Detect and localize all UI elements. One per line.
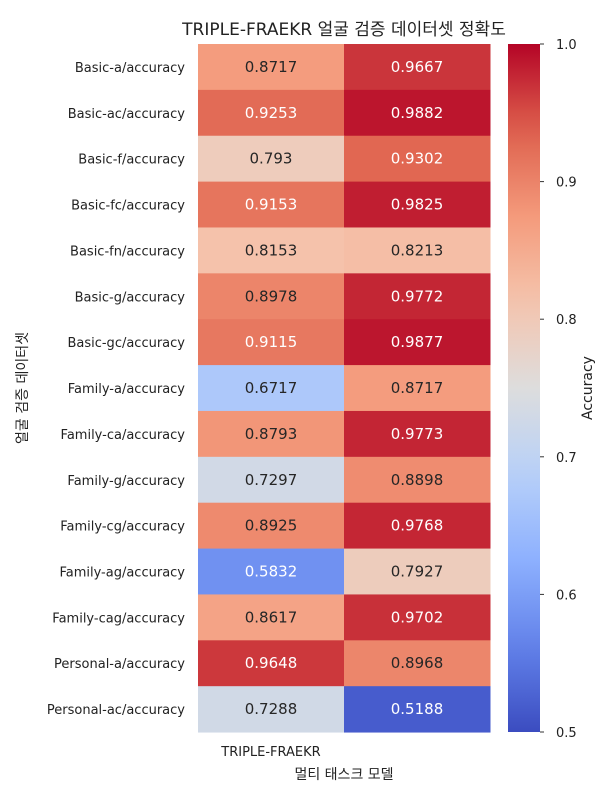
heatmap-cell <box>344 456 491 504</box>
heatmap-value-label: 0.9877 <box>391 333 444 351</box>
heatmap-cell <box>198 227 345 274</box>
y-tick-labels: Basic-a/accuracy Basic-ac/accuracy Basic-f… <box>47 61 185 718</box>
heatmap-value-label: 0.9253 <box>245 104 298 122</box>
heatmap-value-label: 0.7297 <box>245 471 298 489</box>
heatmap-value-label: 0.9648 <box>245 654 298 672</box>
heatmap-value-label: 0.8153 <box>245 241 298 259</box>
y-tick-label: Basic-g/accuracy <box>75 290 186 305</box>
heatmap-cell <box>344 319 491 366</box>
heatmap-value-label: 0.9773 <box>391 425 444 443</box>
heatmap-value-label: 0.5832 <box>245 563 298 581</box>
heatmap-value-label: 0.5188 <box>391 700 444 718</box>
heatmap-cell <box>344 594 491 641</box>
heatmap-value-label: 0.8617 <box>245 608 298 626</box>
heatmap-value-label: 0.8968 <box>391 654 444 672</box>
chart-title: TRIPLE-FRAEKR 얼굴 검증 데이터셋 정확도 <box>181 20 506 40</box>
y-tick-label: Family-a/accuracy <box>68 382 186 397</box>
heatmap-cell <box>344 89 491 137</box>
heatmap-value-label: 0.8213 <box>391 241 444 259</box>
y-tick-label: Basic-a/accuracy <box>75 61 185 76</box>
colorbar-tick-label: 0.5 <box>556 726 577 741</box>
heatmap-cell <box>198 273 345 320</box>
heatmap-cell <box>344 502 491 550</box>
heatmap-cell <box>198 686 345 733</box>
colorbar-tick-label: 0.8 <box>556 313 577 328</box>
heatmap-value-label: 0.6717 <box>245 379 298 397</box>
heatmap-cell <box>198 548 345 595</box>
heatmap-value-label: 0.8898 <box>391 471 444 489</box>
heatmap-value-labels: 0.8717 0.9667 0.9253 0.9882 0.793 0.9302 0.915… <box>245 58 444 718</box>
heatmap-cell <box>344 44 491 91</box>
heatmap-cell <box>198 44 345 91</box>
heatmap-cells <box>198 44 491 733</box>
heatmap-cell <box>198 410 345 458</box>
heatmap-cell <box>344 273 491 320</box>
heatmap-value-label: 0.9772 <box>391 287 444 305</box>
heatmap-cell <box>344 640 491 687</box>
heatmap-cell <box>344 365 491 412</box>
colorbar-tick-label: 0.7 <box>556 451 577 466</box>
y-tick-label: Family-ca/accuracy <box>61 428 186 443</box>
heatmap-cell <box>344 548 491 595</box>
heatmap-cell <box>198 319 345 366</box>
heatmap-cell <box>198 365 345 412</box>
colorbar-tick-label: 1.0 <box>556 38 577 53</box>
heatmap-value-label: 0.9768 <box>391 517 444 535</box>
heatmap-value-label: 0.8717 <box>391 379 444 397</box>
heatmap-value-label: 0.793 <box>250 150 293 168</box>
colorbar-ticks: 0.5 0.6 0.7 0.8 0.9 1.0 <box>540 38 577 741</box>
heatmap-value-label: 0.8793 <box>245 425 298 443</box>
heatmap-value-label: 0.9153 <box>245 196 298 214</box>
heatmap-value-label: 0.7288 <box>245 700 298 718</box>
heatmap-value-label: 0.9302 <box>391 150 444 168</box>
colorbar: 0.5 0.6 0.7 0.8 0.9 1.0 Accuracy <box>508 38 596 741</box>
heatmap-value-label: 0.9702 <box>391 608 444 626</box>
y-tick-label: Basic-fn/accuracy <box>70 244 185 259</box>
y-tick-label: Basic-ac/accuracy <box>68 107 186 122</box>
y-tick-label: Family-cag/accuracy <box>52 611 185 626</box>
heatmap-cell <box>344 227 491 274</box>
heatmap-cell <box>198 181 345 228</box>
heatmap-cell <box>198 135 345 183</box>
colorbar-gradient <box>508 44 540 732</box>
y-tick-label: Family-g/accuracy <box>67 474 185 489</box>
y-tick-label: Basic-gc/accuracy <box>67 336 185 351</box>
heatmap-value-label: 0.8978 <box>245 287 298 305</box>
y-tick-label: Personal-a/accuracy <box>54 657 185 672</box>
heatmap-value-label: 0.9882 <box>391 104 444 122</box>
heatmap-cell <box>344 135 491 183</box>
heatmap-cell <box>198 640 345 687</box>
x-axis-label: 멀티 태스크 모델 <box>294 767 393 783</box>
y-tick-label: Family-ag/accuracy <box>59 566 185 581</box>
y-tick-label: Family-cg/accuracy <box>60 520 185 535</box>
heatmap-cell <box>198 456 345 504</box>
y-tick-label: Basic-fc/accuracy <box>71 199 185 214</box>
heatmap-cell <box>344 410 491 458</box>
x-tick-label: TRIPLE-FRAEKR <box>220 745 320 760</box>
heatmap-value-label: 0.8717 <box>245 58 298 76</box>
heatmap-cell <box>198 502 345 550</box>
heatmap-cell <box>344 181 491 228</box>
colorbar-tick-label: 0.9 <box>556 176 577 191</box>
colorbar-tick-label: 0.6 <box>556 588 577 603</box>
heatmap-value-label: 0.9115 <box>245 333 298 351</box>
y-tick-label: Personal-ac/accuracy <box>47 703 185 718</box>
heatmap-value-label: 0.8925 <box>245 517 298 535</box>
heatmap-value-label: 0.9825 <box>391 196 444 214</box>
y-tick-label: Basic-f/accuracy <box>78 153 185 168</box>
heatmap-cell <box>198 594 345 641</box>
heatmap-value-label: 0.7927 <box>391 563 444 581</box>
heatmap-cell <box>344 686 491 733</box>
x-tick-labels: TRIPLE-FRAEKR <box>220 745 320 760</box>
y-axis-label: 얼굴 검증 데이터셋 <box>15 332 31 444</box>
heatmap-value-label: 0.9667 <box>391 58 444 76</box>
heatmap-cell <box>198 89 345 137</box>
colorbar-label: Accuracy <box>580 356 596 420</box>
